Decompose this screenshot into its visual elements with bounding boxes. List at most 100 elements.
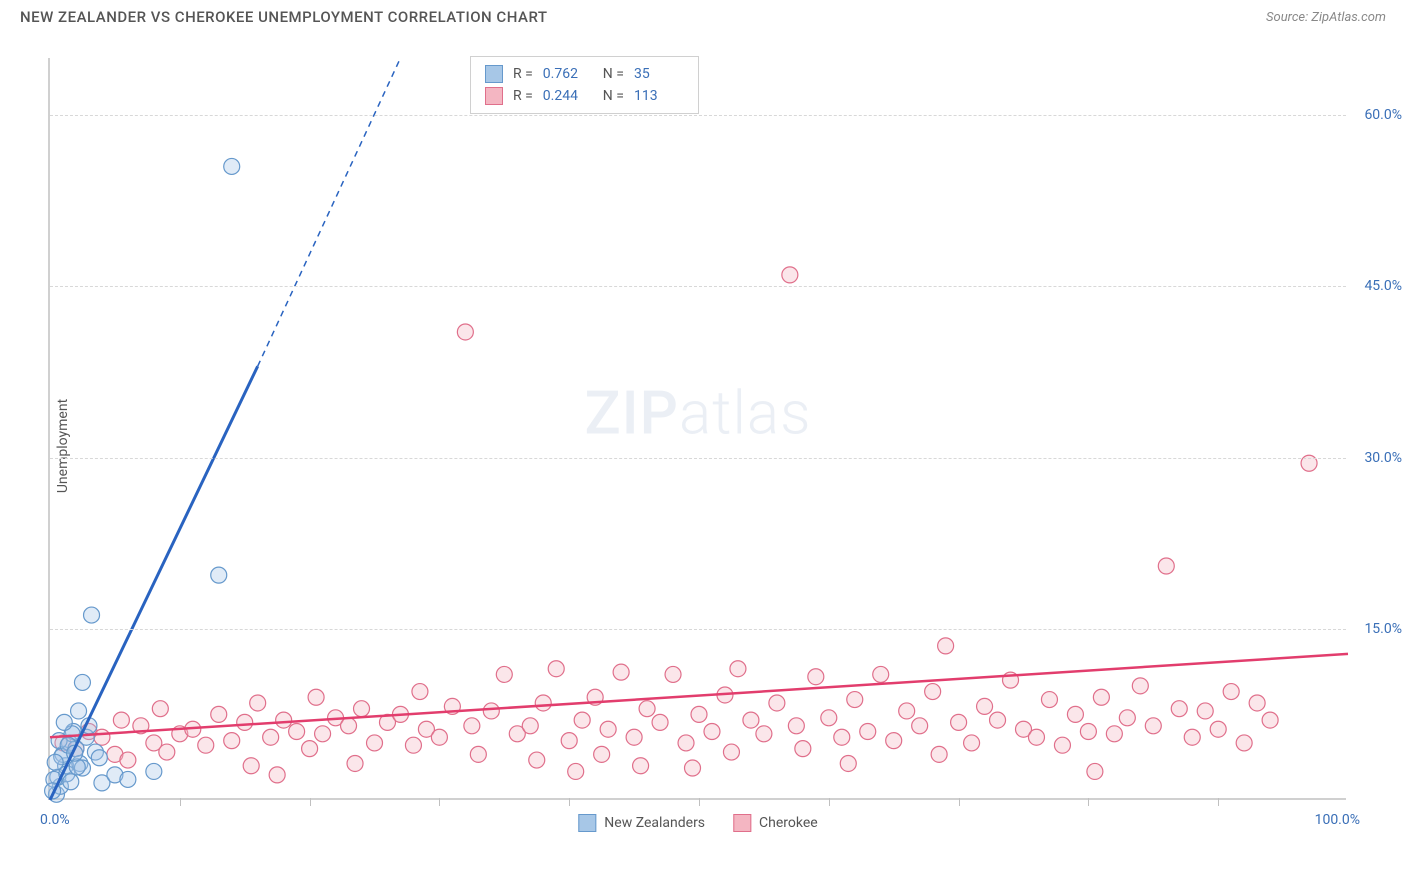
scatter-point xyxy=(522,718,538,734)
scatter-point xyxy=(1067,706,1083,722)
scatter-point xyxy=(1171,701,1187,717)
scatter-point xyxy=(269,767,285,783)
scatter-point xyxy=(63,774,79,790)
bottom-legend-item-nz: New Zealanders xyxy=(578,814,705,832)
scatter-point xyxy=(568,763,584,779)
scatter-point xyxy=(548,661,564,677)
scatter-point xyxy=(529,752,545,768)
scatter-point xyxy=(470,746,486,762)
chart-plot-area: ZIPatlas R = 0.762 N = 35 R = 0.244 N = … xyxy=(48,58,1346,800)
gridline xyxy=(50,115,1346,116)
scatter-point xyxy=(224,733,240,749)
y-tick-label: 60.0% xyxy=(1364,107,1402,123)
scatter-point xyxy=(938,638,954,654)
scatter-point xyxy=(769,695,785,711)
scatter-point xyxy=(1223,684,1239,700)
scatter-point xyxy=(594,746,610,762)
scatter-point xyxy=(821,710,837,726)
scatter-point xyxy=(412,684,428,700)
scatter-point xyxy=(613,664,629,680)
scatter-point xyxy=(860,724,876,740)
scatter-point xyxy=(308,689,324,705)
scatter-point xyxy=(1262,712,1278,728)
scatter-point xyxy=(457,324,473,340)
scatter-point xyxy=(990,712,1006,728)
scatter-point xyxy=(289,724,305,740)
scatter-point xyxy=(354,701,370,717)
scatter-point xyxy=(405,737,421,753)
scatter-point xyxy=(561,733,577,749)
scatter-point xyxy=(977,698,993,714)
legend-label-cherokee: Cherokee xyxy=(759,815,818,831)
x-tick xyxy=(180,798,181,806)
legend-swatch-nz xyxy=(578,814,596,832)
chart-source: Source: ZipAtlas.com xyxy=(1266,10,1386,25)
scatter-point xyxy=(535,695,551,711)
scatter-point xyxy=(146,763,162,779)
scatter-point xyxy=(691,706,707,722)
scatter-point xyxy=(84,607,100,623)
scatter-point xyxy=(912,718,928,734)
scatter-point xyxy=(600,721,616,737)
y-tick-label: 45.0% xyxy=(1364,278,1402,294)
scatter-point xyxy=(685,760,701,776)
scatter-point xyxy=(1093,689,1109,705)
chart-title: NEW ZEALANDER VS CHEROKEE UNEMPLOYMENT C… xyxy=(20,8,548,26)
scatter-point xyxy=(431,729,447,745)
scatter-point xyxy=(639,701,655,717)
scatter-point xyxy=(71,703,87,719)
scatter-point xyxy=(743,712,759,728)
scatter-point xyxy=(211,706,227,722)
scatter-point xyxy=(211,567,227,583)
scatter-point xyxy=(198,737,214,753)
x-tick xyxy=(699,798,700,806)
gridline xyxy=(50,458,1346,459)
x-tick xyxy=(1088,798,1089,806)
scatter-point xyxy=(788,718,804,734)
gridline xyxy=(50,286,1346,287)
scatter-point xyxy=(91,750,107,766)
scatter-point xyxy=(367,735,383,751)
scatter-point xyxy=(1184,729,1200,745)
bottom-legend-item-cherokee: Cherokee xyxy=(733,814,818,832)
scatter-point xyxy=(1158,558,1174,574)
scatter-point xyxy=(74,674,90,690)
scatter-point xyxy=(704,724,720,740)
y-tick-label: 30.0% xyxy=(1364,450,1402,466)
scatter-point xyxy=(873,666,889,682)
scatter-point xyxy=(1054,737,1070,753)
scatter-point xyxy=(964,735,980,751)
scatter-point xyxy=(886,733,902,749)
legend-label-nz: New Zealanders xyxy=(604,815,705,831)
scatter-point xyxy=(56,714,72,730)
x-axis-max-label: 100.0% xyxy=(1315,812,1360,828)
scatter-point xyxy=(1106,726,1122,742)
x-tick xyxy=(959,798,960,806)
scatter-point xyxy=(730,661,746,677)
scatter-point xyxy=(665,666,681,682)
scatter-point xyxy=(315,726,331,742)
scatter-point xyxy=(152,701,168,717)
scatter-point xyxy=(925,684,941,700)
scatter-point xyxy=(263,729,279,745)
x-tick xyxy=(310,798,311,806)
scatter-point xyxy=(1210,721,1226,737)
scatter-point xyxy=(1028,729,1044,745)
scatter-point xyxy=(626,729,642,745)
scatter-point xyxy=(47,754,63,770)
chart-header: NEW ZEALANDER VS CHEROKEE UNEMPLOYMENT C… xyxy=(0,0,1406,30)
scatter-point xyxy=(808,669,824,685)
scatter-point xyxy=(302,741,318,757)
scatter-point xyxy=(931,746,947,762)
scatter-point xyxy=(834,729,850,745)
scatter-point xyxy=(574,712,590,728)
scatter-point xyxy=(1041,692,1057,708)
scatter-point xyxy=(347,755,363,771)
scatter-point xyxy=(795,741,811,757)
scatter-plot-svg xyxy=(50,58,1346,798)
scatter-point xyxy=(782,267,798,283)
gridline xyxy=(50,629,1346,630)
x-axis-min-label: 0.0% xyxy=(40,812,70,828)
scatter-point xyxy=(633,758,649,774)
scatter-point xyxy=(678,735,694,751)
